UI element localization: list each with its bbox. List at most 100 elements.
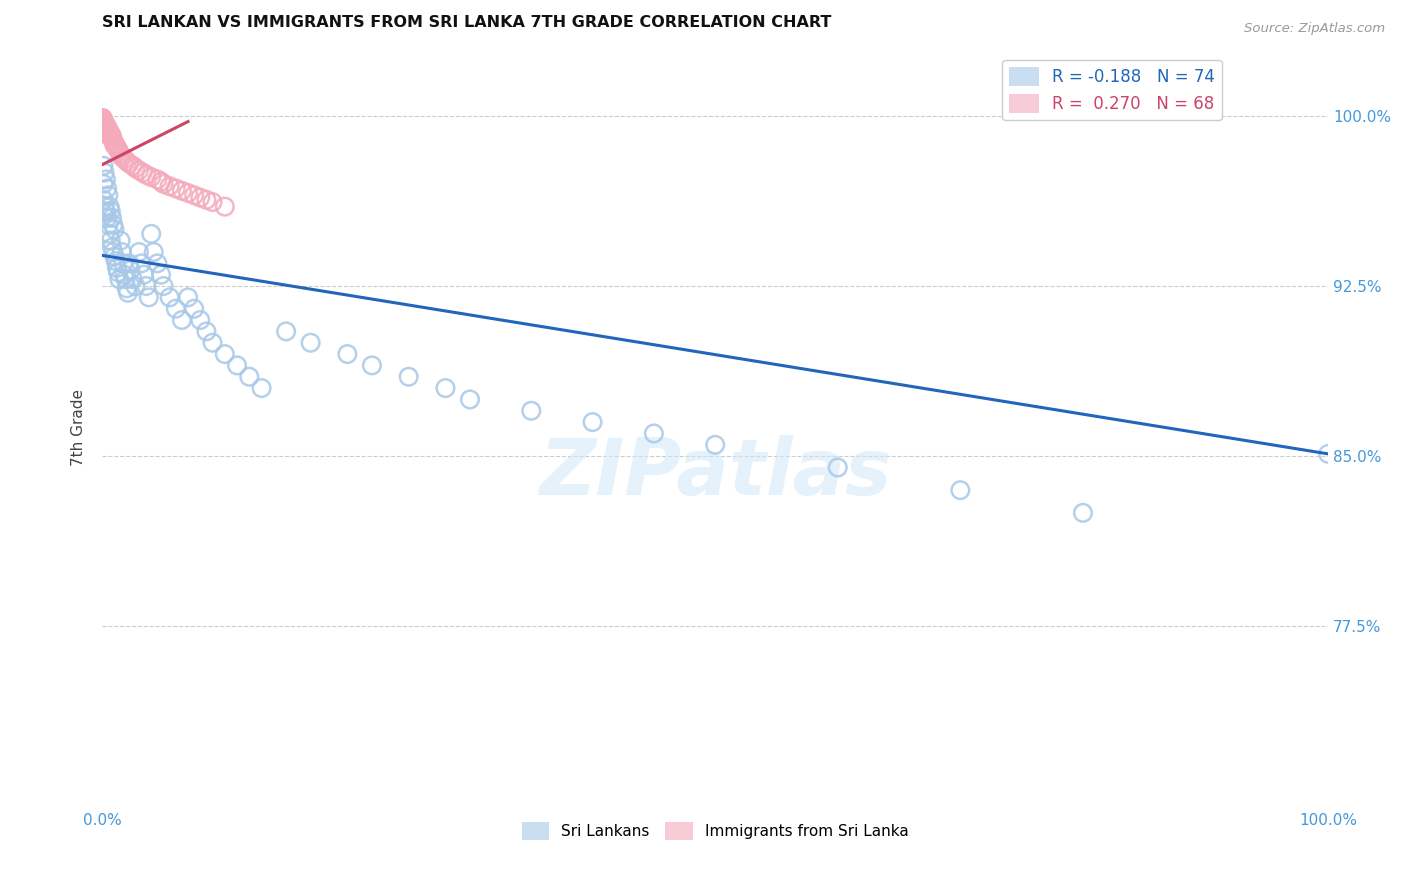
Point: [94, 172, 117, 186]
Point: [93, 177, 115, 191]
Point: [93, 200, 115, 214]
Point: [183, 188, 205, 202]
Point: [97, 122, 120, 136]
Point: [100, 127, 122, 141]
Point: [135, 168, 157, 182]
Point: [150, 268, 173, 282]
Point: [214, 347, 236, 361]
Point: [201, 335, 224, 350]
Point: [94, 118, 117, 132]
Legend: Sri Lankans, Immigrants from Sri Lanka: Sri Lankans, Immigrants from Sri Lanka: [516, 816, 915, 846]
Point: [91, 111, 114, 125]
Point: [214, 200, 236, 214]
Point: [132, 268, 155, 282]
Point: [112, 256, 135, 270]
Point: [98, 127, 121, 141]
Point: [108, 145, 131, 160]
Text: ZIPatlas: ZIPatlas: [538, 435, 891, 511]
Point: [434, 381, 457, 395]
Point: [98, 227, 121, 241]
Point: [170, 184, 193, 198]
Point: [93, 165, 115, 179]
Point: [152, 177, 174, 191]
Point: [128, 244, 150, 259]
Point: [93, 118, 115, 132]
Point: [97, 188, 120, 202]
Point: [142, 244, 165, 259]
Point: [581, 415, 603, 429]
Point: [124, 161, 146, 175]
Point: [96, 125, 118, 139]
Point: [141, 227, 163, 241]
Point: [91, 116, 114, 130]
Point: [103, 136, 125, 150]
Point: [238, 369, 260, 384]
Point: [103, 250, 125, 264]
Point: [159, 290, 181, 304]
Point: [827, 460, 849, 475]
Point: [458, 392, 481, 407]
Point: [103, 138, 125, 153]
Text: Source: ZipAtlas.com: Source: ZipAtlas.com: [1244, 22, 1385, 36]
Point: [105, 260, 128, 275]
Point: [111, 244, 134, 259]
Point: [96, 120, 118, 135]
Point: [93, 159, 115, 173]
Point: [107, 265, 129, 279]
Point: [91, 116, 114, 130]
Point: [93, 116, 115, 130]
Point: [107, 143, 129, 157]
Point: [121, 159, 143, 173]
Point: [91, 113, 114, 128]
Point: [165, 301, 187, 316]
Point: [520, 404, 543, 418]
Point: [336, 347, 359, 361]
Point: [97, 127, 120, 141]
Point: [274, 325, 297, 339]
Point: [177, 290, 200, 304]
Point: [93, 122, 115, 136]
Point: [91, 113, 114, 128]
Point: [118, 256, 141, 270]
Point: [117, 285, 139, 300]
Point: [114, 272, 136, 286]
Point: [93, 118, 115, 132]
Point: [103, 218, 125, 232]
Point: [110, 234, 132, 248]
Point: [183, 301, 205, 316]
Point: [201, 195, 224, 210]
Point: [398, 369, 420, 384]
Point: [299, 335, 322, 350]
Point: [98, 200, 121, 214]
Point: [112, 152, 135, 166]
Point: [93, 125, 115, 139]
Point: [152, 279, 174, 293]
Point: [188, 313, 211, 327]
Point: [141, 170, 163, 185]
Point: [146, 172, 169, 186]
Point: [94, 125, 117, 139]
Point: [94, 122, 117, 136]
Point: [128, 163, 150, 178]
Point: [96, 181, 118, 195]
Point: [94, 120, 117, 135]
Point: [120, 263, 142, 277]
Point: [96, 211, 118, 225]
Point: [131, 256, 153, 270]
Point: [135, 279, 157, 293]
Point: [111, 150, 134, 164]
Point: [103, 222, 125, 236]
Text: SRI LANKAN VS IMMIGRANTS FROM SRI LANKA 7TH GRADE CORRELATION CHART: SRI LANKAN VS IMMIGRANTS FROM SRI LANKA …: [103, 15, 831, 30]
Point: [108, 272, 131, 286]
Point: [195, 193, 218, 207]
Point: [93, 118, 115, 132]
Point: [93, 116, 115, 130]
Point: [91, 111, 114, 125]
Point: [101, 240, 124, 254]
Point: [112, 268, 135, 282]
Point: [1317, 447, 1340, 461]
Point: [138, 290, 160, 304]
Point: [93, 120, 115, 135]
Point: [250, 381, 273, 395]
Point: [188, 190, 211, 204]
